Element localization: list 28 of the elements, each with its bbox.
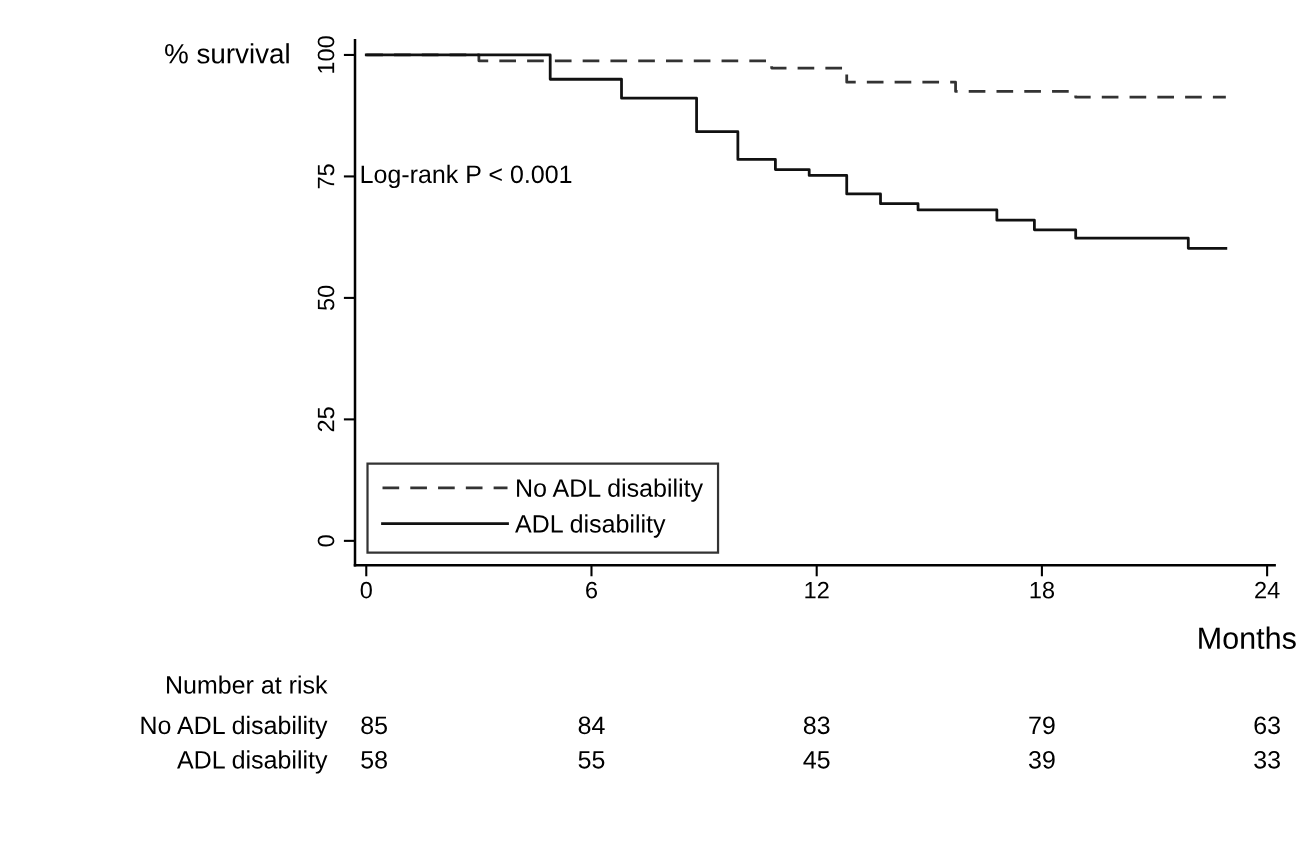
text: 58: [361, 750, 387, 769]
x-tick-label: 6: [586, 581, 598, 599]
x-axis-title: Months: [1199, 626, 1296, 650]
annotation: Log-rank P < 0.001: [361, 164, 572, 189]
text: 39: [1028, 750, 1055, 769]
x-tick-label: 18: [1030, 581, 1055, 599]
text: 85: [361, 716, 387, 735]
x-tick-label: 0: [360, 581, 372, 599]
x-tick-label: 24: [1255, 581, 1280, 599]
y-tick-label: 100: [317, 36, 335, 73]
x-tick-label: 12: [805, 581, 829, 599]
y-axis-title: % survival: [165, 43, 289, 64]
text: 84: [578, 716, 605, 735]
text: 63: [1254, 716, 1280, 735]
text: 79: [1029, 716, 1055, 735]
y-tick-label: 50: [317, 285, 335, 311]
text: 83: [803, 716, 830, 735]
text: 45: [803, 751, 830, 769]
text: ADL disability: [177, 750, 328, 774]
y-tick-label: 25: [317, 407, 335, 432]
y-tick-label: 75: [317, 164, 335, 189]
text: 55: [578, 751, 605, 769]
y-tick-label: 0: [317, 535, 335, 547]
text: 33: [1254, 750, 1280, 769]
text: Number at risk: [167, 675, 328, 694]
text: No ADL disability: [141, 715, 328, 740]
legend-label: No ADL disability: [517, 478, 704, 502]
legend-label: ADL disability: [515, 514, 666, 538]
